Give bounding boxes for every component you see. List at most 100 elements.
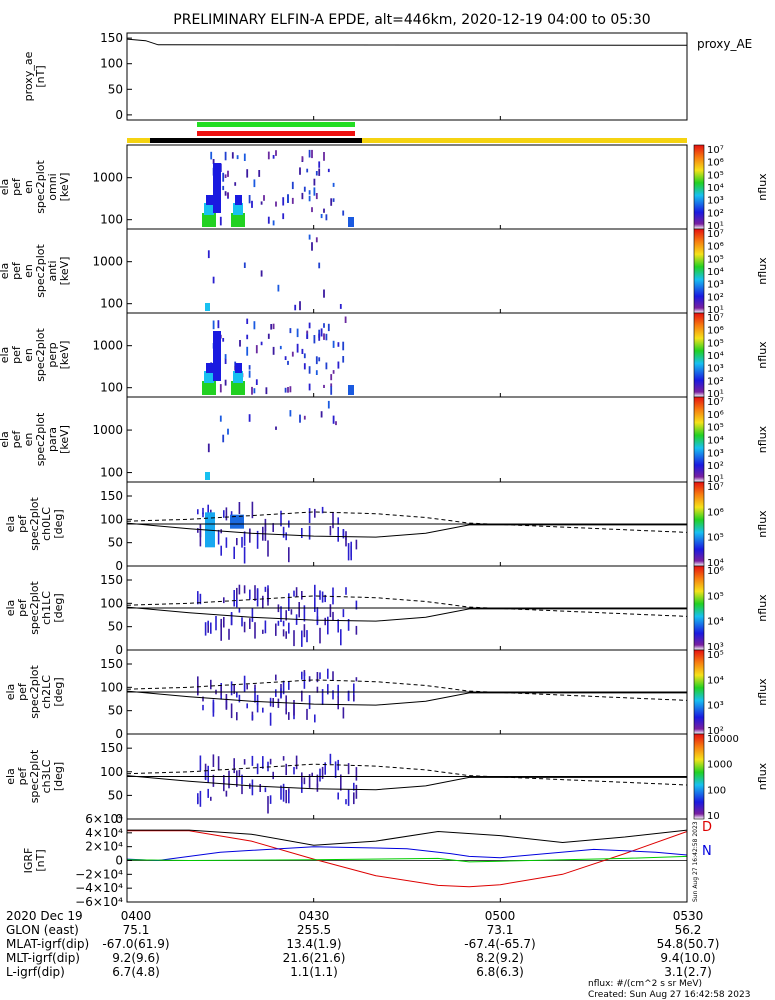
spectrum-pixel [270,324,273,330]
y-axis-label: omni [46,173,59,200]
orbit-value-l-2: 6.8(6.3) [476,965,524,979]
colorbar-tick-label: 10⁴ [707,267,724,278]
pa-pixel [262,531,264,541]
pa-pixel [319,768,321,782]
y-tick-label: 6×10⁴ [85,812,123,826]
pa-pixel [197,591,199,605]
pa-pixel [285,532,287,541]
y-axis-label: ela [0,179,11,196]
spectrum-pixel [275,426,277,430]
y-axis-label: pef [16,767,29,786]
pa-pixel [220,685,222,696]
pa-pixel [246,684,248,690]
y-tick-label: 150 [100,573,123,587]
pa-pixel [355,767,358,781]
y-axis-label: en [22,348,35,362]
spectrum-pixel [287,194,289,203]
spectrum-pixel [296,328,299,338]
spectrum-pixel [272,323,275,330]
spectrum-pixel [251,200,253,208]
y-tick-label: 0 [115,727,123,741]
spectrum-pixel [318,333,321,341]
orbit-value-mlat-3: 54.8(50.7) [657,937,720,951]
spectrum-pixel [315,193,318,200]
anti-loss-cone-line [126,595,688,617]
colorbar-tick-label: 1000 [707,760,732,771]
spectrum-blob-b-green [231,381,245,395]
spectrum-pixel [263,195,265,201]
pa-pixel [202,696,204,702]
pa-pixel [230,681,233,696]
colorbar-label: nflux [756,425,769,453]
pa-pixel [290,609,293,615]
pa-pixel [249,589,251,600]
y-tick-label: 150 [100,489,123,503]
pa-pixel [350,541,352,557]
status-bar-red [197,131,355,136]
orbit-value-mlt-0: 9.2(9.6) [112,951,160,965]
pa-pixel [288,712,290,720]
pa-pixel [301,630,303,647]
pa-pixel [353,792,355,805]
pa-pixel [233,546,235,559]
spectrum-pixel [306,168,309,173]
spectrum-pixel [306,330,309,334]
y-axis-label: [keV] [58,257,71,286]
colorbar-tick-label: 10⁵ [707,170,724,181]
spectrum-pixel [246,334,249,340]
spectrum-pixel [296,343,299,353]
pa-pixel [327,616,329,635]
pa-pixel [308,525,311,540]
spectrum-edge-pixel [348,217,354,227]
colorbar-tick-label: 10² [707,726,724,737]
spectrum-pixel [222,434,225,443]
spectrum-pixel [287,360,289,365]
spectrum-pixel [236,155,239,160]
pa-pixel [269,795,272,804]
spectrum-pixel [330,374,333,381]
status-bar-yellow [127,138,687,143]
legend-proxy-ae: proxy_AE [697,37,752,51]
pa-pixel [267,588,269,606]
y-axis-label: IGRF [22,848,35,874]
pa-pixel [282,680,285,695]
spectrum-column [213,163,221,213]
pa-pixel [275,689,277,697]
y-tick-label: 1000 [92,171,123,185]
pa-pixel [267,540,269,557]
pa-pixel [241,785,243,795]
colorbar-tick-label: 10000 [707,734,739,745]
spectrum-pixel [246,318,249,324]
pa-pixel [285,763,287,776]
pa-pixel [243,759,246,765]
spectrum-pixel [323,323,325,328]
colorbar-tick-label: 10² [707,461,724,472]
colorbar-tick-label: 10⁷ [707,229,724,240]
spectrum-blob-a-green [202,381,216,395]
colorbar-label: nflux [756,762,769,790]
pa-pixel [259,784,261,792]
y-tick-label: 150 [100,657,123,671]
pa-pixel [347,789,350,806]
spectrum-pixel [231,152,234,159]
spectrum-pixel [260,270,263,277]
pa-pixel [303,624,306,638]
spectrum-column [213,331,221,381]
y-axis-label: spec2plot [34,412,47,466]
spectrum-pixel [344,316,347,323]
pa-pixel [269,758,272,765]
y-axis-label: pef [16,598,29,617]
spectrum-pixel [251,386,253,395]
orbit-label-mlat: MLAT-igrf(dip) [6,937,89,951]
colorbar-tick-label: 10⁶ [707,158,724,169]
y-axis-label: en [22,433,35,447]
pa-pixel [236,597,238,608]
pa-pixel [217,529,220,545]
spectrum-blob-b-green [231,213,245,227]
orbit-value-mlt-1: 21.6(21.6) [283,951,346,965]
colorbar-label: nflux [756,594,769,622]
spectrum-pixel [313,187,316,196]
pa-pixel [288,788,290,794]
pa-pixel [324,594,326,603]
